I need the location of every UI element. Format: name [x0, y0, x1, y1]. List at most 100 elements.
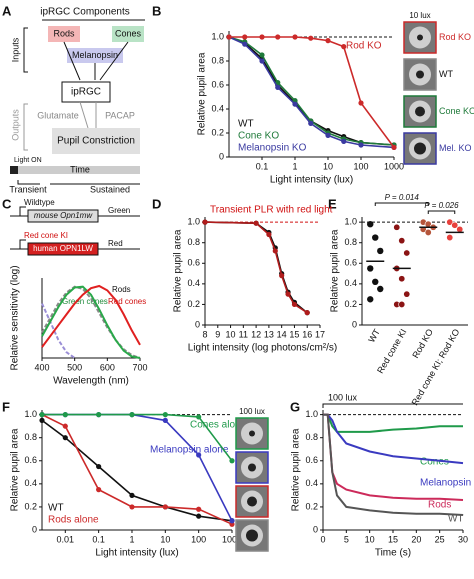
inputs: Inputs — [10, 37, 20, 62]
x-tick-label: 16 — [302, 329, 312, 339]
green-cones: Green cones — [62, 297, 108, 306]
promoter — [19, 239, 26, 249]
time: Time — [70, 164, 90, 174]
data-point — [162, 504, 168, 510]
diagram-c: Wildtype mouse Opn1mw Green Red cone KI … — [10, 198, 146, 306]
x-tick-label: 1 — [292, 161, 297, 171]
data-point — [129, 504, 135, 510]
data-point — [39, 412, 45, 418]
x-tick-label: 15 — [289, 329, 299, 339]
data-point — [367, 221, 374, 228]
y-tick-label: 0.8 — [344, 237, 357, 247]
series-line — [323, 413, 464, 516]
data-point — [292, 34, 298, 40]
data-point — [259, 52, 265, 58]
light-on: Light ON — [14, 157, 42, 164]
y-tick-label: 0.2 — [211, 127, 224, 137]
data-point — [325, 132, 331, 138]
data-point — [325, 38, 331, 44]
y-tick-label: 0.8 — [211, 55, 224, 65]
data-point — [308, 120, 314, 126]
x-tick-label: 0.01 — [57, 534, 75, 544]
data-point — [424, 228, 432, 236]
series-label: Melanopsin alone — [150, 445, 229, 456]
series-label: Rod KO — [346, 41, 382, 52]
data-point — [377, 285, 384, 293]
data-point — [196, 414, 202, 420]
wildtype: Wildtype — [24, 198, 55, 207]
y-axis-label: Relative pupil area — [10, 428, 21, 511]
chart-title: Transient PLR with red light — [210, 205, 333, 216]
data-point — [259, 34, 265, 40]
data-point — [341, 138, 347, 144]
x-tick-label: 10 — [365, 534, 375, 544]
p-value: P = 0.026 — [424, 201, 459, 210]
bracket — [23, 27, 28, 73]
arrows — [79, 101, 97, 129]
data-point — [398, 275, 406, 283]
series-line — [41, 303, 76, 359]
y-tick-label: 1.0 — [187, 217, 200, 227]
y-tick-label: 1.0 — [305, 409, 318, 419]
data-point — [341, 44, 347, 50]
y-tick-label: 0.4 — [344, 278, 357, 288]
series-label: WT — [238, 119, 254, 130]
series-label: Melanopsin — [420, 478, 471, 489]
series-label: WT — [48, 503, 64, 514]
data-point — [96, 412, 102, 418]
y-tick-label: 0.4 — [187, 278, 200, 288]
data-point — [266, 231, 272, 238]
x-tick-label: 17 — [315, 329, 325, 339]
thumbnail-label: WT — [439, 69, 453, 79]
data-point — [285, 291, 291, 297]
series-label: Cone KO — [238, 131, 279, 142]
data-point — [275, 84, 281, 90]
data-point — [292, 101, 298, 107]
y-tick-label: 0.2 — [305, 501, 318, 511]
x-tick-label: 15 — [388, 534, 398, 544]
thumbnail-label: Mel. KO — [439, 143, 472, 153]
red-cones: Red cones — [108, 297, 146, 306]
x-tick-label: 8 — [202, 329, 207, 339]
data-point — [358, 100, 364, 106]
data-point — [196, 513, 202, 519]
x-tick-label: WT — [366, 327, 382, 345]
x-tick-label: 700 — [132, 362, 147, 372]
series-line — [323, 413, 464, 465]
data-point — [358, 142, 364, 148]
x-tick-label: 0 — [320, 534, 325, 544]
stimulus-bar — [322, 403, 463, 408]
x-tick-label: 600 — [100, 362, 115, 372]
thumbnail-pupil — [247, 496, 257, 507]
y-tick-label: 0 — [313, 524, 318, 534]
series-label: WT — [448, 514, 464, 525]
panel-letter: E — [328, 196, 337, 211]
series-line — [41, 285, 141, 359]
data-point — [196, 452, 202, 458]
series-line — [228, 36, 395, 146]
y-tick-label: 0.6 — [344, 258, 357, 268]
data-point — [398, 300, 406, 308]
p-value: P = 0.014 — [385, 193, 420, 202]
data-point — [272, 248, 278, 254]
rods-box — [48, 26, 80, 42]
data-point — [398, 237, 406, 245]
data-point — [451, 221, 459, 229]
iprgc-box — [61, 81, 111, 103]
series-line — [229, 36, 395, 148]
data-point — [242, 41, 248, 47]
y-tick-label: 1.0 — [344, 217, 357, 227]
rods: Rods — [112, 285, 131, 294]
series-line — [41, 284, 141, 348]
series-label: Cones — [420, 457, 449, 468]
y-axis-label: Relative pupil area — [330, 229, 341, 312]
x-tick-label: 100 — [353, 161, 368, 171]
y-tick-label: 0.8 — [187, 237, 200, 247]
thumbnail-label: Rod KO — [439, 32, 471, 42]
data-point — [403, 249, 411, 257]
gene: mouse Opn1mw — [34, 211, 93, 220]
x-tick-label: 1000 — [222, 534, 242, 544]
rods: Rods — [53, 28, 75, 38]
series-line — [204, 221, 308, 314]
y-tick-label: 0.4 — [211, 103, 224, 113]
